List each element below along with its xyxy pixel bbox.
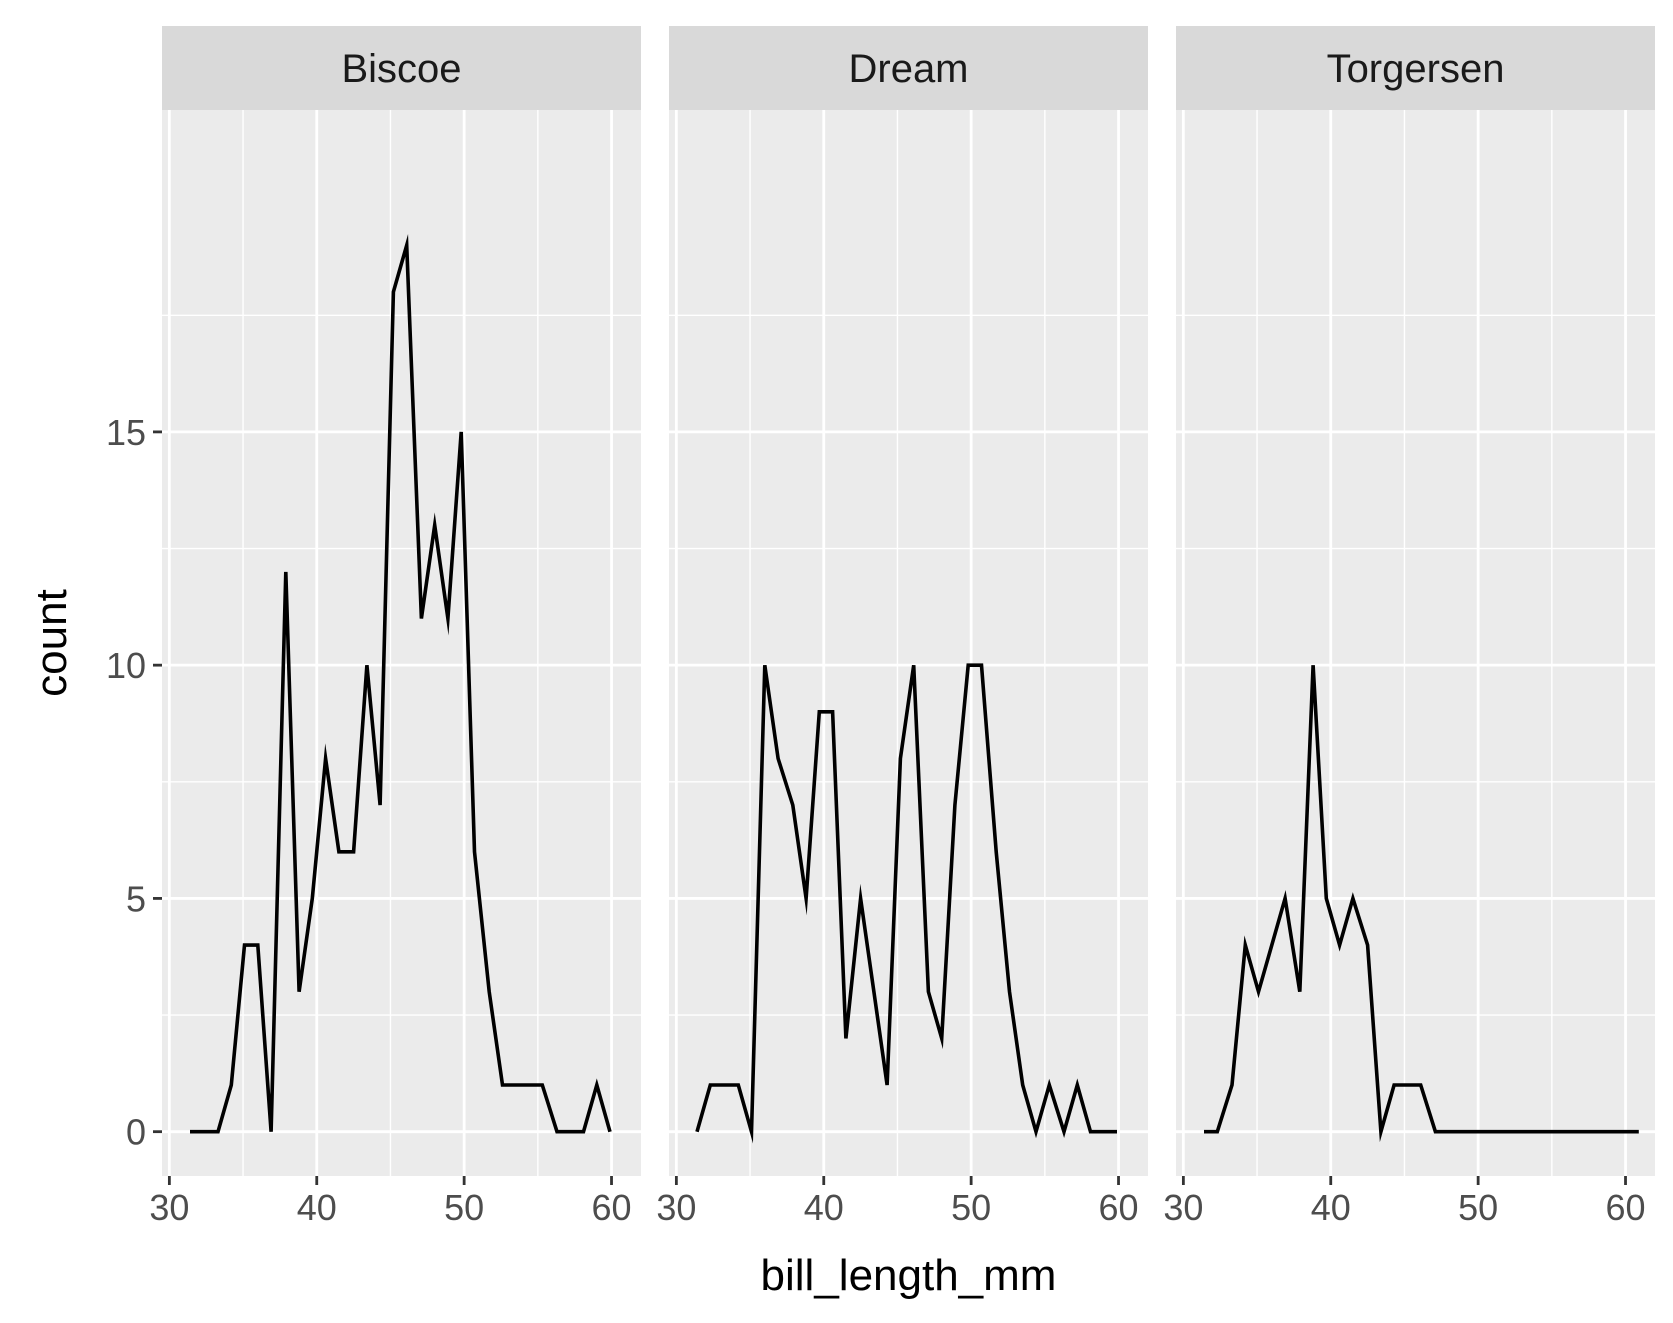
facet-strip [669, 26, 1148, 110]
series-line-biscoe [190, 233, 612, 1134]
x-tick-label: 60 [1605, 1187, 1645, 1228]
facet-panel-torgersen: Torgersen 30 40 50 60 [1163, 26, 1655, 1228]
facet-strip [1176, 26, 1655, 110]
y-tick-label: 5 [126, 878, 146, 919]
x-tick-label: 40 [297, 1187, 337, 1228]
x-axis: 30 40 50 60 [656, 1176, 1139, 1228]
y-tick-label: 10 [106, 645, 146, 686]
x-tick-label: 60 [1098, 1187, 1138, 1228]
x-axis-title: bill_length_mm [761, 1251, 1057, 1300]
y-tick-label: 0 [126, 1112, 146, 1153]
y-tick-label: 15 [106, 412, 146, 453]
x-axis: 30 40 50 60 [149, 1176, 632, 1228]
series-line-dream [695, 663, 1117, 1144]
x-tick-label: 30 [656, 1187, 696, 1228]
gridlines [1176, 110, 1655, 1176]
facet-strip-label: Biscoe [341, 47, 461, 91]
x-tick-label: 40 [804, 1187, 844, 1228]
x-tick-label: 50 [1458, 1187, 1498, 1228]
x-tick-label: 50 [444, 1187, 484, 1228]
x-axis: 30 40 50 60 [1163, 1176, 1646, 1228]
x-tick-label: 40 [1311, 1187, 1351, 1228]
gridlines [669, 110, 1148, 1176]
facet-panel-dream: Dream 30 40 50 60 [656, 26, 1148, 1228]
gridlines [162, 110, 641, 1176]
facet-panel-biscoe: Biscoe 30 40 50 60 [149, 26, 641, 1228]
x-tick-label: 50 [951, 1187, 991, 1228]
facet-strip-label: Dream [848, 47, 968, 91]
facet-panels: Biscoe 30 40 50 60 Dream 30 40 50 60 Torgersen 30 40… [149, 26, 1655, 1228]
facet-strip [162, 26, 641, 110]
panel-background [1176, 110, 1655, 1176]
x-tick-label: 60 [591, 1187, 631, 1228]
panel-background [162, 110, 641, 1176]
panel-background [669, 110, 1148, 1176]
x-tick-label: 30 [149, 1187, 189, 1228]
facet-strip-label: Torgersen [1327, 47, 1505, 91]
y-axis: 0 5 10 15 [106, 412, 162, 1153]
series-line-torgersen [1204, 665, 1639, 1143]
y-axis-title: count [27, 589, 76, 697]
x-tick-label: 30 [1163, 1187, 1203, 1228]
